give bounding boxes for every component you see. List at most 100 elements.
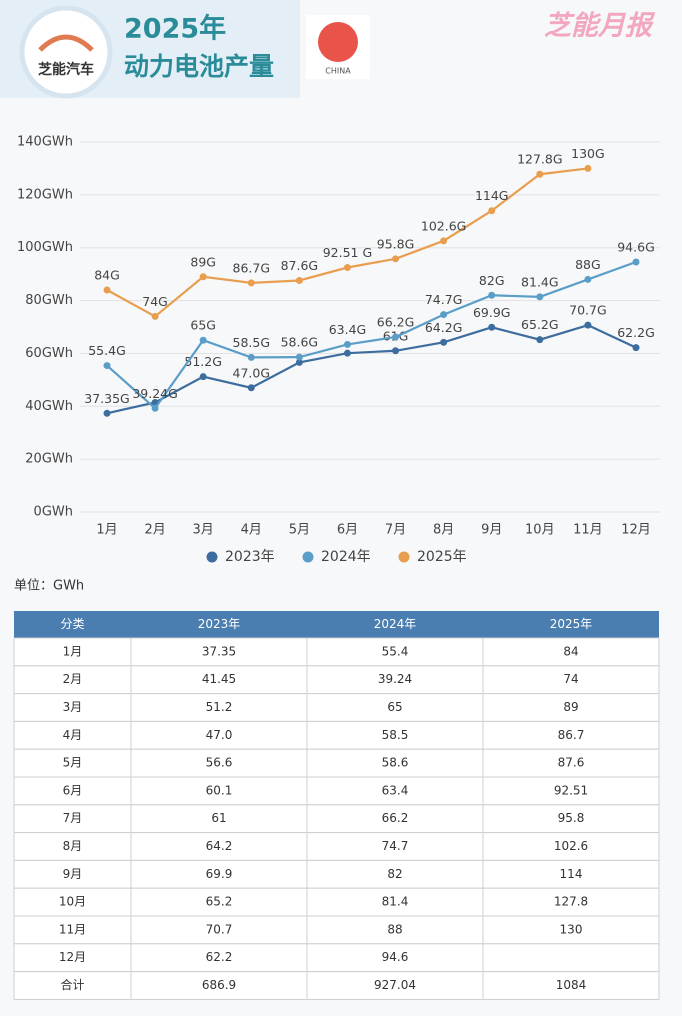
data-label: 64.2G [425,320,463,335]
data-point [392,347,400,355]
unit-label: 单位：GWh [14,579,84,594]
data-label: 89G [190,254,216,269]
table-cell: 927.04 [374,978,416,992]
data-point [247,279,255,287]
data-label: 87.6G [281,258,319,273]
table-cell: 63.4 [382,783,409,797]
logo-icon [38,34,94,52]
data-point [343,349,351,357]
table-cell: 7月 [63,811,83,825]
table-cell: 89 [563,700,578,714]
table-cell: 69.9 [206,867,233,881]
x-tick-label: 7月 [385,523,406,538]
title-year: 2025年 [124,13,226,45]
table-row [13,693,660,722]
report-label: 芝能月报 [544,11,656,42]
table-cell: 102.6 [554,839,588,853]
data-point [536,170,544,178]
data-label: 58.6G [281,335,319,350]
table-cell: 114 [560,867,583,881]
data-point [536,336,544,344]
table-cell: 47.0 [206,728,233,742]
table-cell: 1月 [63,644,83,658]
brand: 芝能汽车 [38,61,94,78]
table-cell: 51.2 [206,700,233,714]
table-row [13,720,660,750]
x-tick-label: 9月 [481,523,502,538]
x-tick-label: 5月 [289,523,310,538]
y-tick-label: 140GWh [17,135,73,150]
data-label: 94.6G [617,239,655,254]
table-cell: 84 [563,644,578,658]
table-cell: 95.8 [558,811,585,825]
table-cell: 9月 [63,867,83,881]
x-tick-label: 3月 [193,523,214,538]
table-cell: 81.4 [382,895,409,909]
table-cell: 10月 [59,895,86,909]
data-point [151,312,159,320]
data-label: 82G [479,273,505,288]
table-row [13,637,660,667]
legend-marker [398,551,410,563]
data-point [488,207,496,215]
table-header-bg [14,611,659,638]
table-cell: 56.6 [206,756,233,770]
table-row [13,915,660,945]
data-label: 39.24G [132,386,177,401]
table-row [13,971,660,1000]
x-tick-label: 10月 [525,523,555,538]
data-point [103,286,111,294]
y-tick-label: 0GWh [34,505,73,520]
table-header-cell: 分类 [60,617,84,631]
data-point [199,373,207,381]
data-point [536,293,544,301]
data-point [295,358,303,366]
table-cell: 11月 [59,922,86,936]
data-label: 51.2G [184,354,222,369]
table-cell: 66.2 [382,811,409,825]
title: 动力电池产量 [124,52,274,81]
data-point [584,321,592,329]
table-cell: 74 [563,672,578,686]
table-cell: 37.35 [202,644,236,658]
table-header-cell: 2024年 [374,617,417,631]
data-point [343,264,351,272]
table-cell: 61 [211,811,226,825]
data-point [488,291,496,299]
data-point [247,353,255,361]
table-cell: 4月 [63,728,83,742]
flag [318,22,358,62]
series-line [106,260,637,410]
data-label: 69.9G [473,305,511,320]
data-point [440,237,448,245]
data-label: 95.8G [377,236,415,251]
logo [19,5,113,99]
data-label: 74.7G [425,292,463,307]
table-row [13,832,660,861]
table-cell: 39.24 [378,672,412,686]
y-tick-label: 40GWh [25,399,73,414]
x-tick-label: 1月 [96,523,117,538]
data-point [247,384,255,392]
table-header-cell: 2025年 [550,617,593,631]
data-label: 92.51 G [323,245,372,260]
table-cell: 74.7 [382,839,409,853]
table-cell: 70.7 [206,922,233,936]
data-label: 37.35G [84,391,129,406]
data-label: 102.6G [421,218,466,233]
table-cell: 5月 [63,756,83,770]
table-row [13,665,660,695]
table-cell: 82 [387,867,402,881]
table-cell: 合计 [60,977,84,992]
data-point [103,409,111,417]
table-cell: 2月 [63,672,83,686]
data-point [440,311,448,319]
table-cell: 58.6 [382,756,409,770]
data-label: 88G [575,257,601,272]
table-cell: 3月 [63,700,83,714]
table-cell: 94.6 [382,950,409,964]
data-label: 62.2G [617,325,655,340]
legend-label: 2024年 [321,549,371,565]
table-cell: 686.9 [202,978,236,992]
legend-label: 2023年 [225,549,275,565]
